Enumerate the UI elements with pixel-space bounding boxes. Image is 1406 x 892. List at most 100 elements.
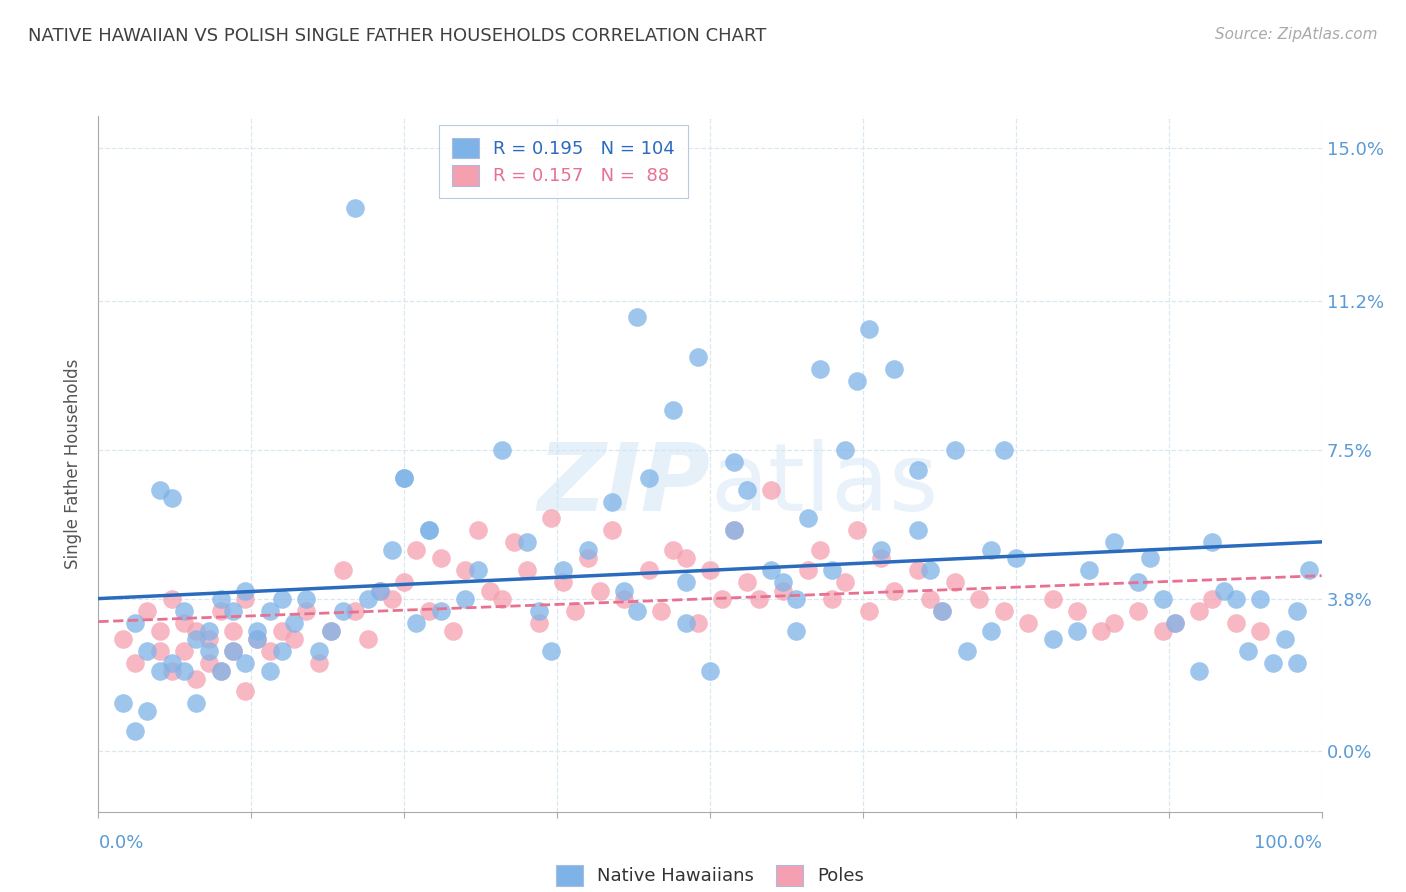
Point [943,575,966,590]
Point [173,664,195,678]
Point [808,362,831,376]
Point [723,523,745,537]
Point [956,644,979,658]
Point [553,575,575,590]
Point [600,523,623,537]
Point [516,563,538,577]
Point [332,563,354,577]
Point [883,362,905,376]
Point [222,644,245,658]
Point [1139,551,1161,566]
Point [675,615,697,630]
Point [943,442,966,457]
Point [1042,632,1064,646]
Point [1237,644,1260,658]
Point [344,202,367,216]
Point [233,591,256,606]
Point [785,591,807,606]
Point [626,604,648,618]
Text: atlas: atlas [710,439,938,531]
Legend: Native Hawaiians, Poles: Native Hawaiians, Poles [548,858,872,892]
Point [527,615,550,630]
Point [540,511,562,525]
Point [650,604,672,618]
Point [160,491,183,505]
Point [772,575,794,590]
Text: NATIVE HAWAIIAN VS POLISH SINGLE FATHER HOUSEHOLDS CORRELATION CHART: NATIVE HAWAIIAN VS POLISH SINGLE FATHER … [28,27,766,45]
Point [1298,563,1320,577]
Point [441,624,464,638]
Point [821,591,844,606]
Point [1004,551,1026,566]
Text: ZIP: ZIP [537,439,710,531]
Point [160,591,183,606]
Point [295,604,318,618]
Point [723,523,745,537]
Point [160,656,183,670]
Point [381,591,404,606]
Point [430,604,453,618]
Point [173,615,195,630]
Point [233,583,256,598]
Point [600,495,623,509]
Point [149,483,172,497]
Point [845,375,868,389]
Point [430,551,453,566]
Point [1261,656,1284,670]
Point [149,644,172,658]
Point [1090,624,1112,638]
Point [883,583,905,598]
Point [907,463,929,477]
Point [197,644,219,658]
Point [173,604,195,618]
Point [222,644,245,658]
Point [797,563,820,577]
Point [675,575,697,590]
Point [1128,604,1150,618]
Point [735,483,758,497]
Point [405,543,427,558]
Point [270,624,294,638]
Point [920,591,942,606]
Point [1225,591,1247,606]
Text: Source: ZipAtlas.com: Source: ZipAtlas.com [1215,27,1378,42]
Point [308,656,330,670]
Point [197,624,219,638]
Point [270,644,294,658]
Point [761,563,783,577]
Point [259,644,281,658]
Point [576,551,599,566]
Point [772,583,794,598]
Point [907,523,929,537]
Point [553,563,575,577]
Point [1201,591,1223,606]
Point [1102,615,1125,630]
Point [723,455,745,469]
Point [1152,624,1174,638]
Point [246,624,269,638]
Point [222,604,245,618]
Point [834,442,856,457]
Point [270,591,294,606]
Point [1128,575,1150,590]
Point [980,543,1002,558]
Point [454,591,477,606]
Point [1078,563,1101,577]
Point [589,583,612,598]
Point [111,696,134,710]
Point [319,624,342,638]
Point [332,604,354,618]
Point [283,615,305,630]
Point [662,402,685,417]
Point [149,624,172,638]
Y-axis label: Single Father Households: Single Father Households [65,359,83,569]
Point [870,543,893,558]
Point [259,604,281,618]
Point [1188,664,1211,678]
Point [1042,591,1064,606]
Point [1066,624,1088,638]
Point [1274,632,1296,646]
Point [1201,535,1223,549]
Point [785,624,807,638]
Point [259,664,281,678]
